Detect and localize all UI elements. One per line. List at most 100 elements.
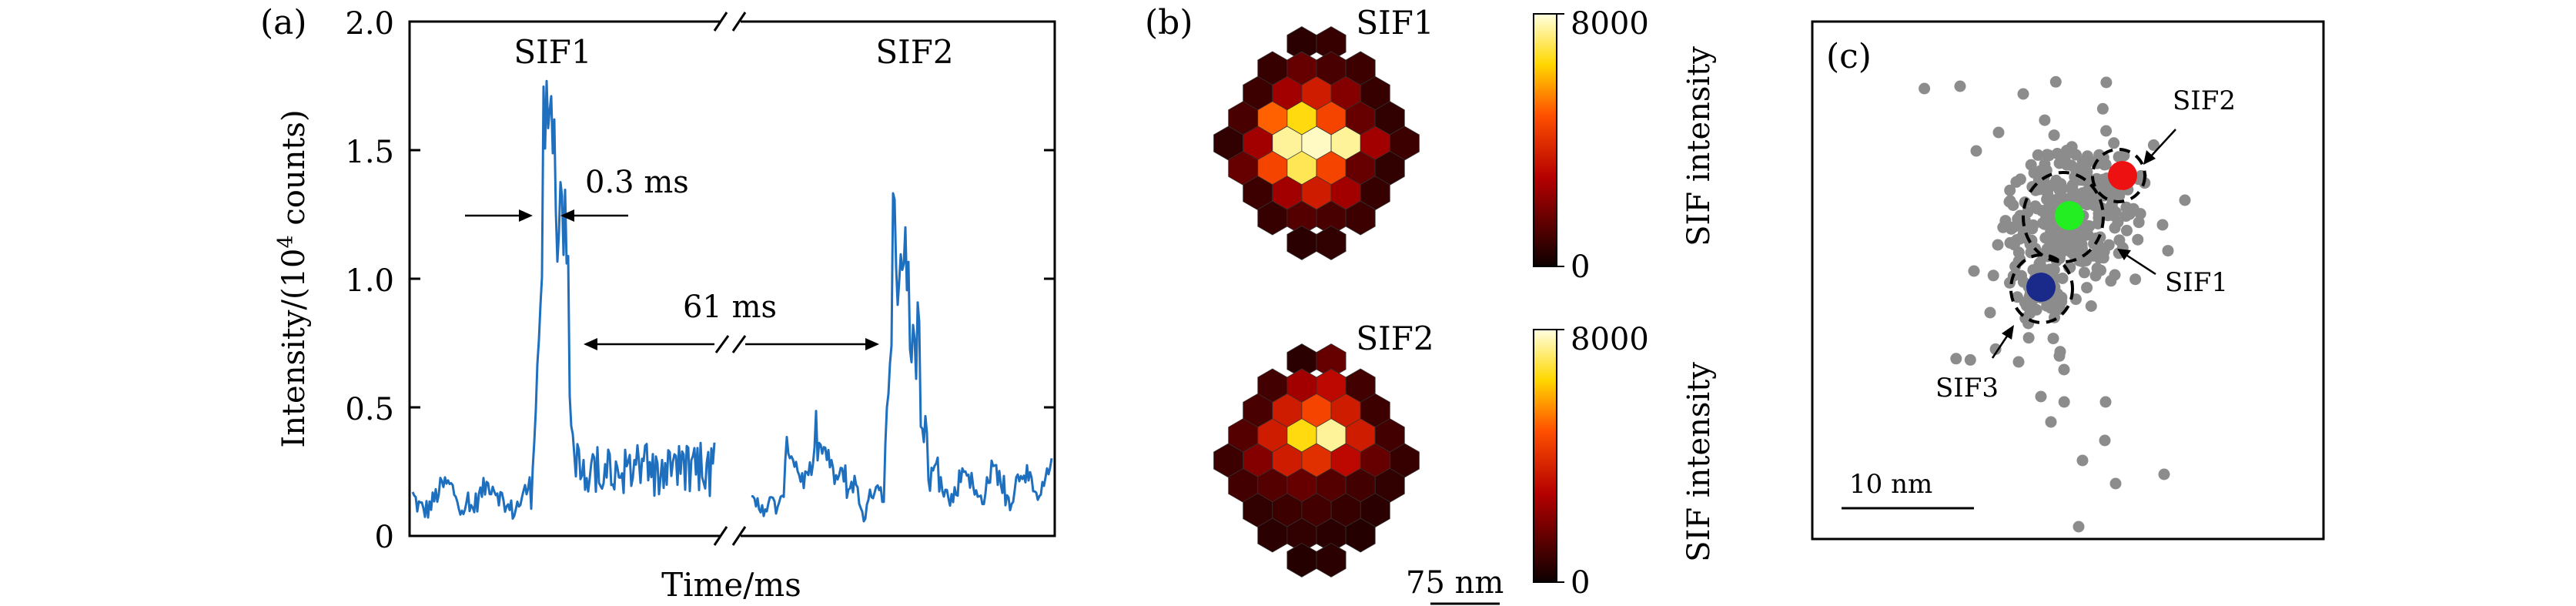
- scatter-point: [2070, 149, 2082, 161]
- sif2-region: [2091, 148, 2146, 203]
- scatter-point: [2113, 234, 2126, 246]
- panel-b: (b) SIF1 SIF2 8000 0 8000 0 SIF intensit…: [1145, 3, 1717, 605]
- scatter-point: [2162, 245, 2174, 257]
- scatter-point: [2096, 102, 2109, 115]
- scatter-point: [2058, 363, 2070, 376]
- sif1-label: SIF1: [2165, 267, 2228, 298]
- scatter-point: [2006, 223, 2017, 235]
- panel-c-frame: [1811, 20, 2325, 541]
- sif3-center: [2026, 273, 2056, 302]
- heatmap-cell: [1316, 542, 1347, 578]
- burst-width-annotation: 0.3 ms: [465, 165, 689, 222]
- panel-c: (c) SIF2 SIF1 SIF3 10 nm: [1811, 20, 2325, 541]
- sif3-label: SIF3: [1935, 373, 1999, 403]
- sif2-center: [2108, 161, 2137, 190]
- sif3-pointer: SIF3: [1935, 325, 2014, 403]
- scatter-point: [2012, 246, 2025, 259]
- scatter-point: [1987, 270, 1999, 282]
- scatter-point: [2100, 125, 2113, 137]
- scatter-point: [2096, 173, 2109, 186]
- scatter-point: [1919, 82, 1931, 95]
- heatmap-bottom-title: SIF2: [1356, 320, 1434, 357]
- sif2-peak-label: SIF2: [875, 33, 953, 71]
- y-tick-label-2-0: 2.0: [345, 6, 394, 42]
- scatter-point: [2109, 477, 2122, 490]
- scatter-point: [2048, 129, 2060, 142]
- y-tick-label-0-5: 0.5: [345, 392, 394, 427]
- colorbar-bottom: [1533, 329, 1557, 583]
- scatter-point: [2036, 263, 2049, 275]
- localization-scatter: [1919, 75, 2191, 533]
- colorbar-bottom-max: 8000: [1571, 322, 1649, 357]
- axis-break-bottom: [713, 526, 747, 546]
- scatter-point: [2065, 159, 2077, 172]
- sif3-region: [2009, 253, 2074, 324]
- heatmap-cell: [1286, 542, 1317, 578]
- scatter-point: [2027, 264, 2039, 276]
- panel-a: (a) 0 0.5 1.0 1.5 2.0 Intensity/(104 cou…: [260, 3, 1056, 604]
- heatmap-cell: [1345, 517, 1376, 553]
- scatter-point: [2147, 139, 2159, 151]
- sif1-pointer: SIF1: [2117, 249, 2228, 298]
- scatter-point: [2060, 236, 2073, 248]
- scatter-point: [2022, 332, 2035, 344]
- scatter-point: [2099, 396, 2112, 408]
- scatter-point: [2014, 173, 2026, 186]
- scatter-point: [2078, 266, 2090, 279]
- scatter-point: [2058, 396, 2070, 408]
- colorbar-top-max: 8000: [1571, 6, 1649, 42]
- scatter-point: [2003, 196, 2016, 208]
- burst-width-label: 0.3 ms: [585, 165, 689, 200]
- panel-a-frame: [408, 20, 1056, 537]
- scatter-point: [2070, 188, 2083, 200]
- scatter-point: [2069, 246, 2081, 258]
- panel-a-y-axis-label: Intensity/(104 counts): [274, 109, 313, 447]
- scatter-point: [2133, 216, 2145, 229]
- panel-a-y-ticks: [410, 20, 1055, 537]
- inter-burst-annotation: 61 ms: [584, 290, 879, 350]
- heatmap-sif1: [1213, 26, 1420, 260]
- scatter-point: [2056, 273, 2069, 284]
- scatter-point: [2079, 229, 2092, 241]
- scatter-point: [2109, 222, 2121, 234]
- scatter-point: [2073, 521, 2085, 533]
- heatmap-top-title: SIF1: [1356, 4, 1434, 42]
- scatter-point: [2025, 159, 2037, 171]
- scatter-point: [2129, 273, 2142, 286]
- scatter-point: [2097, 152, 2109, 164]
- axis-break-top: [713, 12, 747, 32]
- scatter-point: [1984, 306, 1996, 319]
- scatter-point: [2051, 193, 2063, 206]
- scatter-point: [2051, 148, 2063, 159]
- scatter-point: [2113, 151, 2125, 163]
- scatter-point: [2045, 302, 2057, 314]
- scatter-point: [2045, 416, 2057, 428]
- sif2-label: SIF2: [2173, 85, 2236, 116]
- scatter-point: [1992, 126, 2005, 139]
- sif1-trace: [411, 79, 716, 520]
- scatter-point: [2020, 300, 2032, 312]
- scatter-point: [1950, 353, 1962, 365]
- scatter-point: [2053, 350, 2066, 362]
- scatter-point: [1968, 265, 1980, 277]
- scatter-point: [2027, 219, 2039, 231]
- scatter-point: [2048, 241, 2060, 253]
- sif2-trace: [751, 192, 1053, 523]
- scatter-point: [2004, 184, 2016, 196]
- scatter-point: [2012, 356, 2025, 368]
- y-tick-label-1-5: 1.5: [345, 135, 394, 170]
- scatter-point: [2081, 150, 2093, 162]
- sif1-center: [2055, 201, 2084, 230]
- axis-break-middle: [714, 335, 747, 353]
- scatter-point: [2039, 114, 2051, 126]
- scatter-point: [2011, 291, 2023, 303]
- scatter-point: [2079, 160, 2092, 172]
- scatter-point: [2179, 194, 2191, 206]
- heatmap-cell: [1316, 225, 1347, 260]
- scatter-point: [2108, 137, 2120, 149]
- scatter-point: [2156, 219, 2169, 231]
- heatmap-cell: [1345, 200, 1376, 236]
- scatter-point: [2076, 454, 2089, 467]
- scatter-point: [2120, 210, 2132, 223]
